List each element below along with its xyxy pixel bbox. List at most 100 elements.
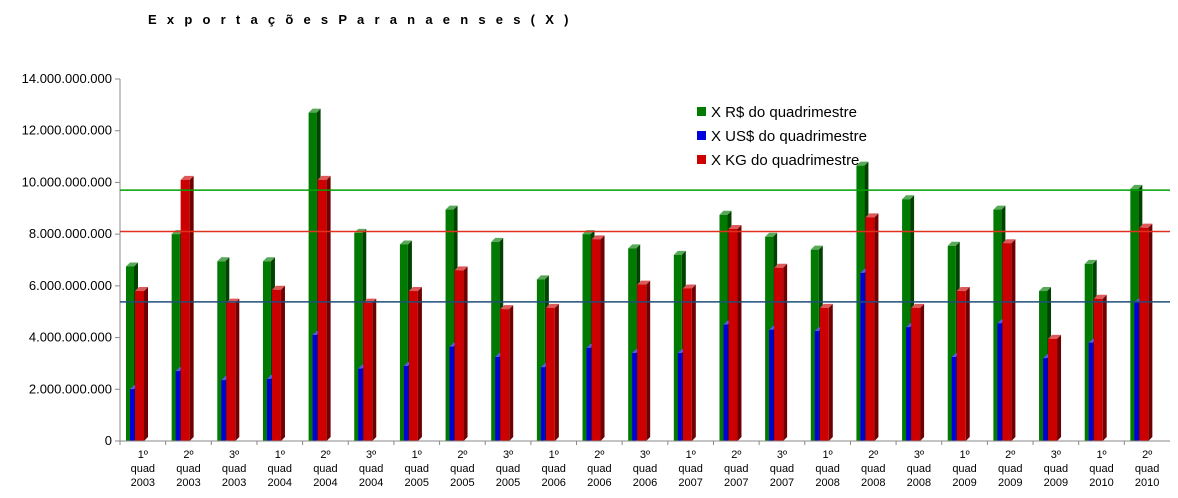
bar xyxy=(1002,239,1016,441)
x-tick-label: quad xyxy=(678,463,702,475)
bar-front xyxy=(865,217,875,441)
bar-side xyxy=(783,263,788,441)
legend-swatch xyxy=(697,131,706,140)
bar-side xyxy=(280,285,285,441)
legend-label: X R$ do quadrimestre xyxy=(711,104,857,121)
bar-side xyxy=(1057,334,1062,441)
bar-top xyxy=(1093,294,1107,299)
bar-side xyxy=(874,213,879,441)
bar-top xyxy=(1002,239,1016,244)
bar-front xyxy=(947,245,956,441)
x-tick-label: 2º xyxy=(868,449,878,461)
bar-side xyxy=(235,298,240,441)
x-tick-label: 3º xyxy=(777,449,787,461)
bar-top xyxy=(180,175,194,180)
bar-front xyxy=(906,327,911,441)
bar-front xyxy=(217,261,226,441)
x-tick-label: 1º xyxy=(959,449,969,461)
x-tick-label: 3º xyxy=(640,449,650,461)
bar-top xyxy=(491,237,504,242)
x-tick-label: 3º xyxy=(503,449,513,461)
bar-top xyxy=(545,303,559,308)
bar-top xyxy=(399,240,412,245)
x-tick-label: 2009 xyxy=(998,477,1022,489)
bar xyxy=(591,235,605,441)
x-tick-label: 2007 xyxy=(724,477,748,489)
bar-front xyxy=(723,324,728,441)
bar-front xyxy=(317,179,327,442)
x-axis: 1º quad 2003 2º quad 2003 3º quad 2003 1º quad 2004… xyxy=(119,440,1170,489)
bar-side xyxy=(646,280,651,441)
x-tick-label: 2009 xyxy=(1044,477,1068,489)
bar-top xyxy=(1039,287,1052,292)
bar-front xyxy=(500,309,510,441)
bar-front xyxy=(403,366,408,441)
x-tick-label: quad xyxy=(724,463,748,475)
bar xyxy=(1048,334,1062,441)
bar-front xyxy=(312,334,317,441)
x-tick-label: 2004 xyxy=(359,477,383,489)
x-tick-label: 1º xyxy=(1096,449,1106,461)
x-tick-label: 2004 xyxy=(268,477,292,489)
x-tick-label: quad xyxy=(815,463,839,475)
x-tick-label: 1º xyxy=(412,449,422,461)
bar-top xyxy=(445,205,458,210)
bar-front xyxy=(358,368,363,441)
bar-front xyxy=(271,289,281,441)
bar-top xyxy=(911,303,925,308)
bar-top xyxy=(591,235,605,240)
bar-top xyxy=(1130,184,1143,189)
x-tick-label: 2004 xyxy=(313,477,337,489)
bar-front xyxy=(266,378,271,441)
bar-front xyxy=(628,248,637,441)
bar-top xyxy=(1139,223,1153,228)
x-tick-label: quad xyxy=(907,463,931,475)
y-tick-label: 2.000.000.000 xyxy=(29,381,112,396)
bar-front xyxy=(682,288,692,441)
bar-front xyxy=(586,347,591,441)
bar-front xyxy=(445,209,454,441)
x-tick-label: 1º xyxy=(686,449,696,461)
bar-side xyxy=(554,303,559,441)
bar xyxy=(1139,223,1153,441)
x-tick-label: 3º xyxy=(1051,449,1061,461)
x-tick-label: 2006 xyxy=(587,477,611,489)
y-tick-label: 6.000.000.000 xyxy=(29,278,112,293)
x-tick-label: 1º xyxy=(138,449,148,461)
bar-top xyxy=(637,280,651,285)
x-tick-label: quad xyxy=(359,463,383,475)
bar-front xyxy=(582,234,591,441)
bar xyxy=(545,303,559,441)
bar-front xyxy=(175,371,180,441)
bar-top xyxy=(993,205,1006,210)
x-tick-label: 2003 xyxy=(176,477,200,489)
bar xyxy=(226,298,240,441)
bar-top xyxy=(1048,334,1062,339)
bar xyxy=(728,224,742,441)
x-tick-label: 2006 xyxy=(541,477,565,489)
x-tick-label: quad xyxy=(268,463,292,475)
bar-top xyxy=(810,245,823,250)
bar-top xyxy=(1084,259,1097,264)
bar-top xyxy=(774,263,788,268)
bar-front xyxy=(774,267,784,441)
bar-top xyxy=(135,287,148,292)
bar-front xyxy=(262,261,271,441)
bar xyxy=(271,285,285,441)
bar-top xyxy=(126,262,138,267)
bar-top xyxy=(765,232,778,237)
bar-top xyxy=(673,250,686,255)
bar-front xyxy=(363,302,373,441)
bar-front xyxy=(637,284,647,441)
bar xyxy=(408,287,422,441)
x-tick-label: quad xyxy=(496,463,520,475)
bar-front xyxy=(221,380,226,441)
x-tick-label: quad xyxy=(633,463,657,475)
bar-top xyxy=(728,224,742,229)
bar-front xyxy=(911,307,921,441)
bar xyxy=(454,266,468,441)
bar-side xyxy=(463,266,468,441)
legend-swatch xyxy=(697,155,706,164)
bar-front xyxy=(769,329,774,441)
